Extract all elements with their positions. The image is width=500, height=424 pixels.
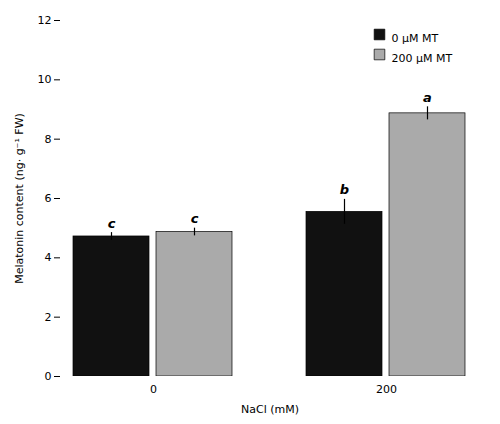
svg-text:4: 4 — [45, 251, 52, 264]
svg-text:0: 0 — [150, 383, 157, 396]
svg-text:10: 10 — [38, 73, 52, 86]
svg-text:12: 12 — [38, 14, 52, 27]
svg-text:Melatonin content (ng· g⁻¹ FW): Melatonin content (ng· g⁻¹ FW) — [13, 113, 26, 284]
svg-text:c: c — [191, 211, 199, 226]
svg-text:0 μM MT: 0 μM MT — [392, 32, 439, 45]
svg-text:0: 0 — [45, 370, 52, 383]
svg-text:c: c — [108, 216, 116, 231]
svg-text:200: 200 — [376, 383, 397, 396]
svg-text:2: 2 — [45, 311, 52, 324]
svg-text:200 μM MT: 200 μM MT — [392, 52, 453, 65]
svg-text:8: 8 — [45, 133, 52, 146]
svg-text:NaCl (mM): NaCl (mM) — [241, 403, 299, 416]
svg-text:a: a — [423, 90, 432, 105]
svg-text:6: 6 — [45, 192, 52, 205]
svg-text:b: b — [340, 182, 349, 197]
